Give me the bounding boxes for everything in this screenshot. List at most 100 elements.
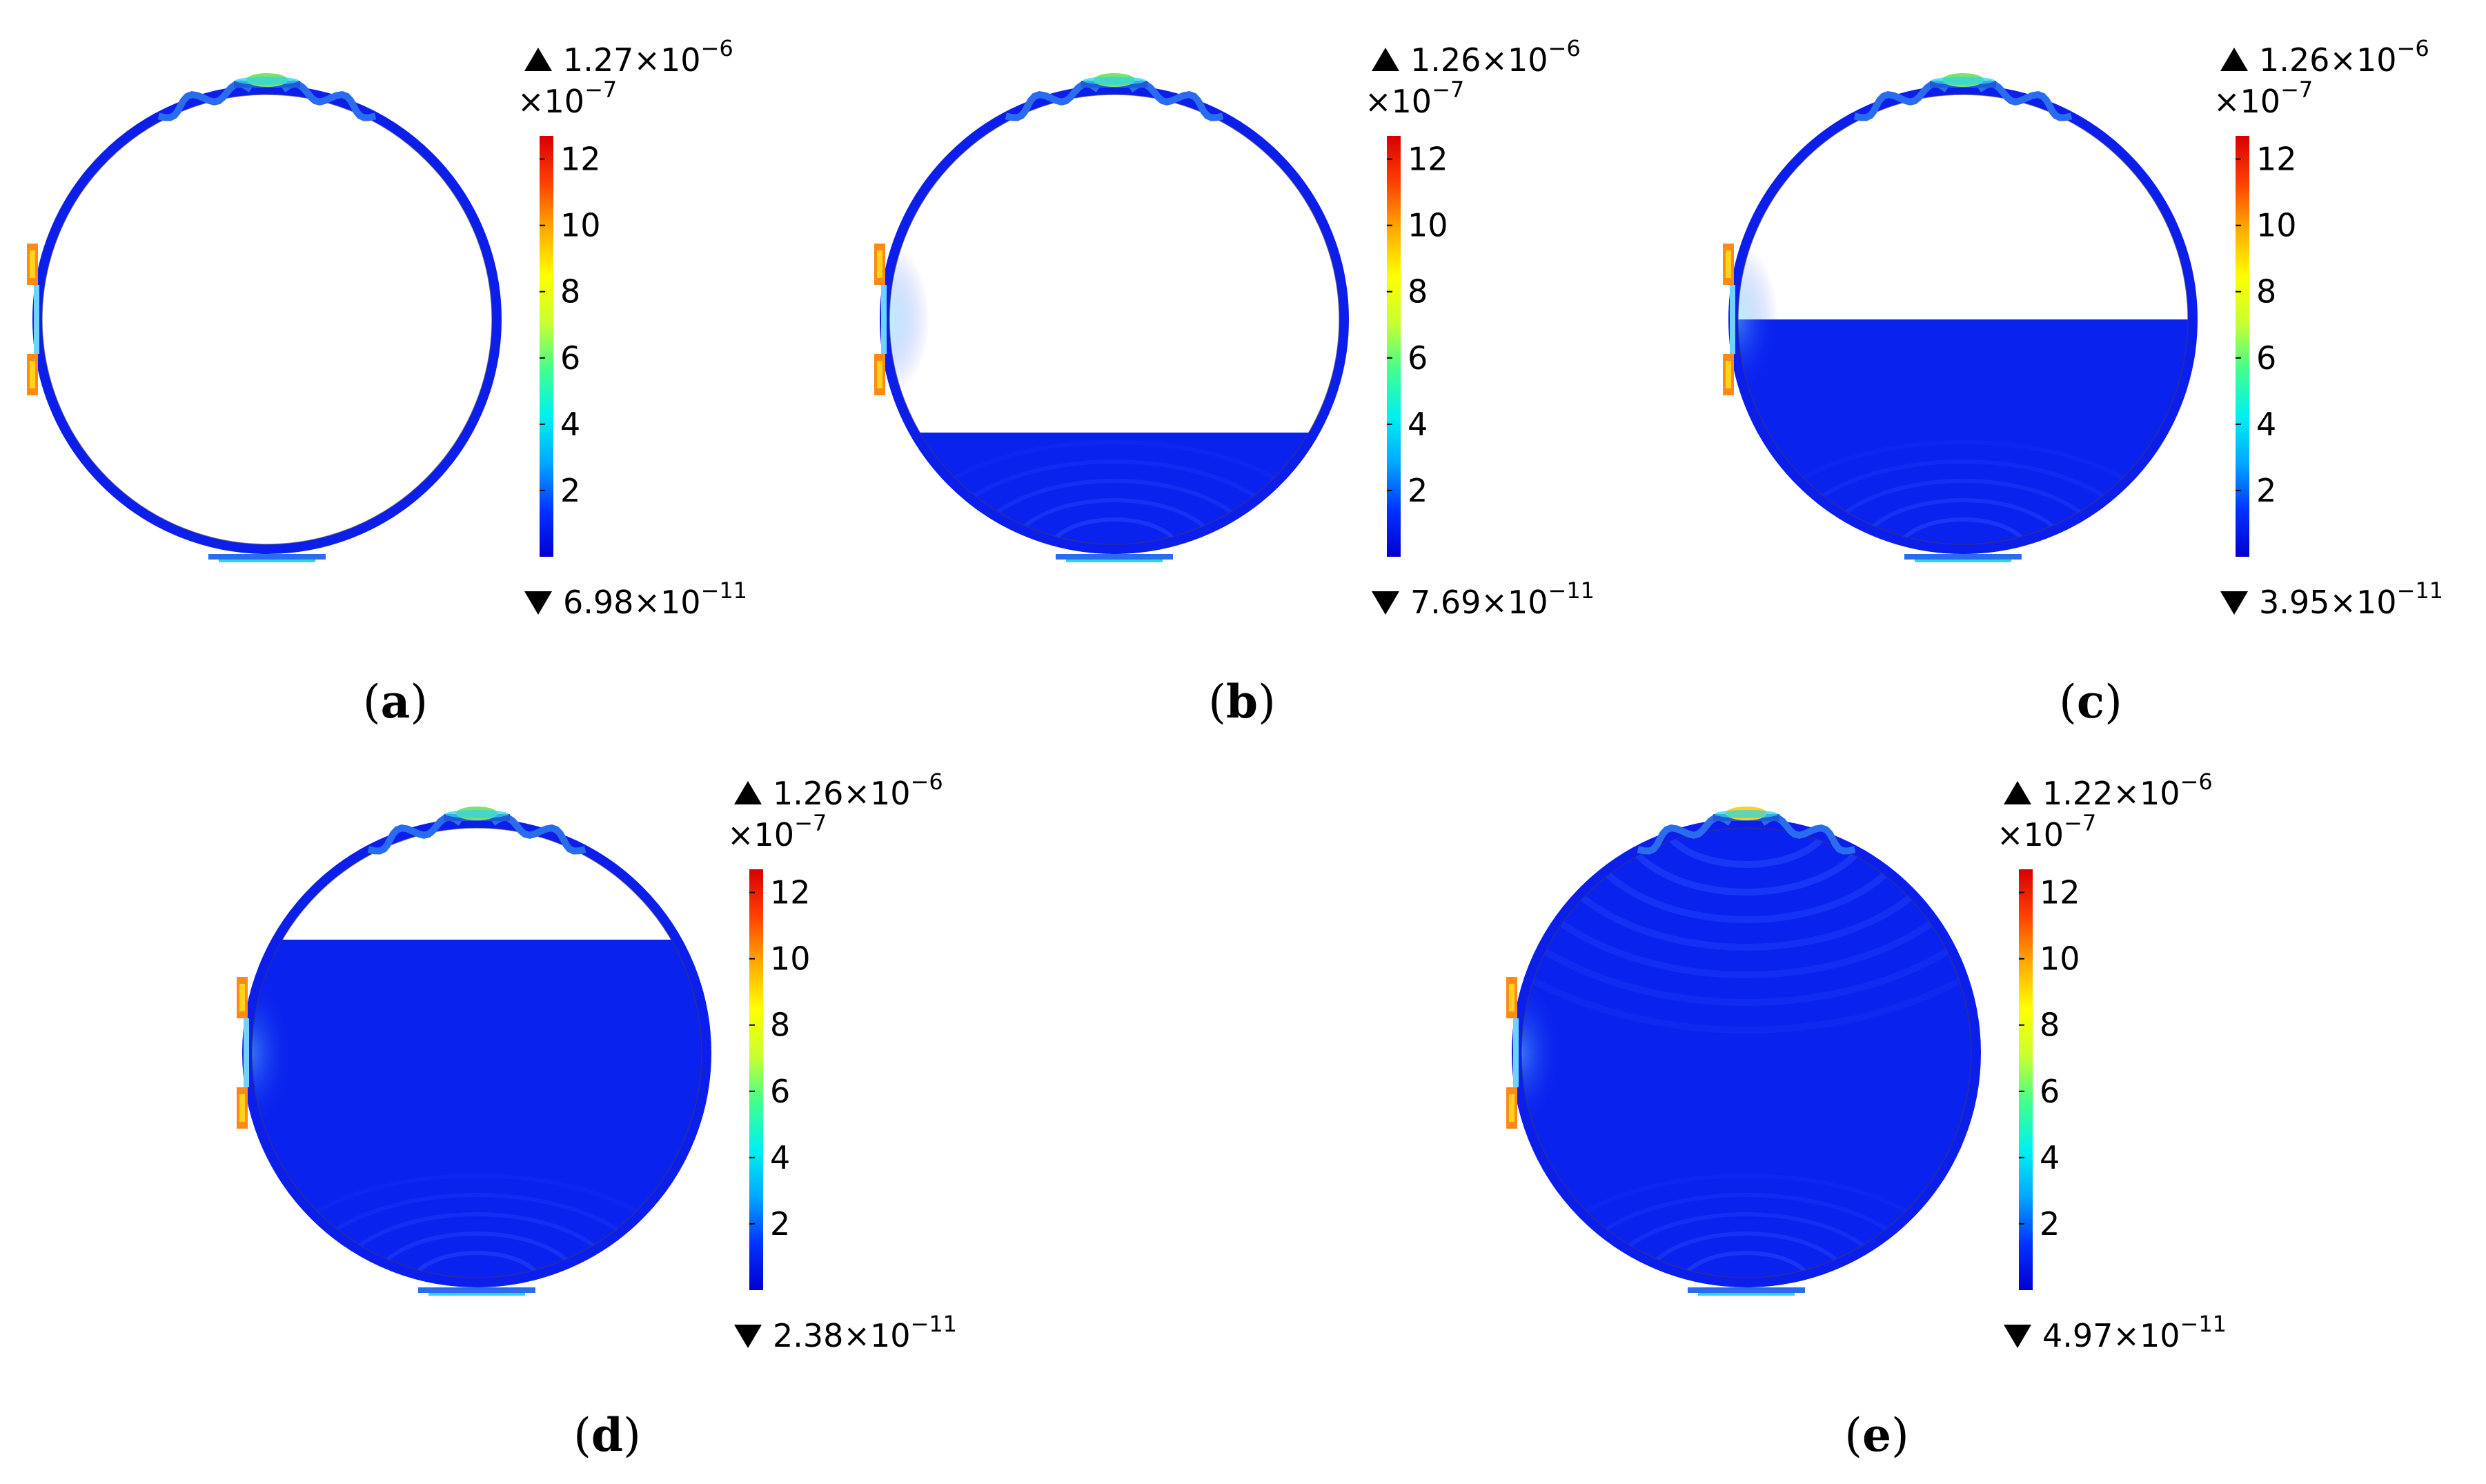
pressure-ripple xyxy=(1619,827,1874,896)
pressure-ripple xyxy=(1536,827,1957,951)
pressure-ripple xyxy=(1679,1251,1814,1279)
colorbar-max-exponent: −6 xyxy=(701,35,733,61)
top-transducer-edge xyxy=(1931,77,1995,85)
colorbar-tick-label: 2 xyxy=(560,472,580,509)
liquid-fill xyxy=(888,433,1341,546)
pipe-inner-edge xyxy=(251,827,702,1278)
colorbar-tick-label: 6 xyxy=(560,339,580,377)
colorbar-max-exponent: −6 xyxy=(2180,769,2213,795)
bottom-transducer xyxy=(1688,1287,1805,1293)
left-emitter-core xyxy=(877,361,882,388)
colorbar-multiplier-base: ×10 xyxy=(727,816,794,853)
left-emitter-core xyxy=(877,250,882,278)
colorbar-gradient xyxy=(2236,136,2249,557)
min-triangle-icon xyxy=(524,591,552,615)
pressure-ripple xyxy=(1857,498,2069,546)
bottom-transducer-edge xyxy=(219,560,315,562)
colorbar-min-exponent: −11 xyxy=(911,1311,958,1337)
pressure-ripple xyxy=(1744,440,2182,546)
panel-caption: (c) xyxy=(2059,675,2122,729)
colorbar: 1.27 ×10 −6 ×10−7 2 4 6 8 10 12 6.98×10−11 xyxy=(517,35,747,621)
colorbar-min-mantissa: 2.38 xyxy=(773,1317,843,1354)
colorbar-min-exponent: −11 xyxy=(701,577,748,604)
panels: 1.27×10−6×10−7246810126.98×10−11(a)1.26×… xyxy=(27,35,2443,1462)
colorbar-tick-label: 4 xyxy=(2040,1139,2060,1176)
colorbar-tick-label: 2 xyxy=(2256,472,2276,509)
colorbar-tick-label: 8 xyxy=(2256,273,2276,310)
left-emitter-core xyxy=(239,984,245,1011)
pressure-ripple xyxy=(1819,479,2107,546)
colorbar-min: 7.69×10−11 xyxy=(1410,577,1595,621)
panel-a: 1.27 ×10 −6 ×10−7 2 4 6 8 10 12 6.98×10−11 (a) xyxy=(27,35,747,729)
bottom-transducer-edge xyxy=(1698,1293,1795,1296)
colorbar-tick-label: 12 xyxy=(2256,141,2297,178)
bottom-transducer xyxy=(208,554,326,560)
pressure-ripple xyxy=(1641,1231,1852,1279)
left-emitter-core xyxy=(1509,1094,1515,1122)
colorbar-multiplier-base: ×10 xyxy=(2213,83,2280,120)
liquid-region xyxy=(250,940,703,1279)
colorbar-min-exponent: −11 xyxy=(2180,1311,2227,1337)
panel-caption: (a) xyxy=(363,675,428,729)
colorbar-tick-label: 10 xyxy=(2040,940,2080,978)
pressure-ripple xyxy=(1577,827,1915,923)
colorbar-min-base: ×10 xyxy=(633,584,700,621)
colorbar-tick-label: 10 xyxy=(560,207,601,244)
max-triangle-icon xyxy=(2004,781,2031,804)
colorbar-tick-label: 10 xyxy=(770,940,811,978)
colorbar-max: 1.26×10−6 xyxy=(2259,35,2429,79)
panel-caption: (d) xyxy=(573,1408,641,1462)
pipe-inner-edge xyxy=(41,94,493,545)
pressure-ripple xyxy=(295,1193,658,1279)
min-triangle-icon xyxy=(2220,591,2248,615)
left-emitter-mid xyxy=(34,285,39,354)
colorbar-multiplier: ×10−7 xyxy=(727,810,827,853)
colorbar-min: 4.97×10−11 xyxy=(2042,1311,2227,1354)
panel-label: a xyxy=(381,675,411,729)
colorbar-multiplier: ×10−7 xyxy=(1365,77,1464,120)
colorbar-min-base: ×10 xyxy=(843,1317,910,1354)
pressure-ripple xyxy=(1603,1212,1890,1279)
pressure-ripple xyxy=(409,1251,544,1279)
colorbar-tick-label: 10 xyxy=(2256,207,2297,244)
colorbar-tick-label: 8 xyxy=(560,273,580,310)
pressure-ripple xyxy=(895,440,1334,546)
emitter-glow xyxy=(1737,244,1778,395)
colorbar-max-mantissa: 1.27 xyxy=(563,41,633,79)
colorbar-tick-label: 6 xyxy=(770,1073,790,1110)
left-emitter-core xyxy=(1509,984,1515,1011)
colorbar-max-mantissa: 1.26 xyxy=(2259,41,2329,79)
colorbar-min: 6.98×10−11 xyxy=(563,577,747,621)
colorbar-min-base: ×10 xyxy=(2113,1317,2180,1354)
colorbar-min-mantissa: 7.69 xyxy=(1410,584,1481,621)
colorbar-tick-label: 12 xyxy=(1408,141,1448,178)
colorbar-max: 1.26×10−6 xyxy=(1410,35,1581,79)
colorbar-multiplier-base: ×10 xyxy=(1997,816,2064,853)
colorbar-tick-label: 12 xyxy=(560,141,601,178)
pressure-ripple xyxy=(1520,827,1973,978)
pressure-ripple xyxy=(1660,827,1833,868)
bottom-transducer xyxy=(1056,554,1173,560)
colorbar-tick-label: 6 xyxy=(2256,339,2276,377)
colorbar-tick-label: 8 xyxy=(770,1007,790,1044)
colorbar-tick-label: 10 xyxy=(1408,207,1448,244)
emitter-glow xyxy=(888,244,929,395)
pressure-ripple xyxy=(1895,517,2031,546)
colorbar-tick-label: 4 xyxy=(560,406,580,443)
colorbar-max: 1.26×10−6 xyxy=(773,769,943,812)
colorbar-min-base: ×10 xyxy=(1481,584,1548,621)
colorbar-tick-label: 4 xyxy=(1408,406,1428,443)
colorbar-max-base: ×10 xyxy=(843,775,910,812)
left-emitter-core xyxy=(1726,361,1731,388)
colorbar-multiplier: ×10−7 xyxy=(2213,77,2313,120)
max-triangle-icon xyxy=(734,781,762,804)
bottom-transducer-edge xyxy=(1915,560,2011,562)
colorbar-multiplier: ×10−7 xyxy=(517,77,617,120)
pressure-ripple xyxy=(333,1212,620,1279)
colorbar-max-base: ×10 xyxy=(2113,775,2180,812)
colorbar-multiplier-base: ×10 xyxy=(517,83,584,120)
